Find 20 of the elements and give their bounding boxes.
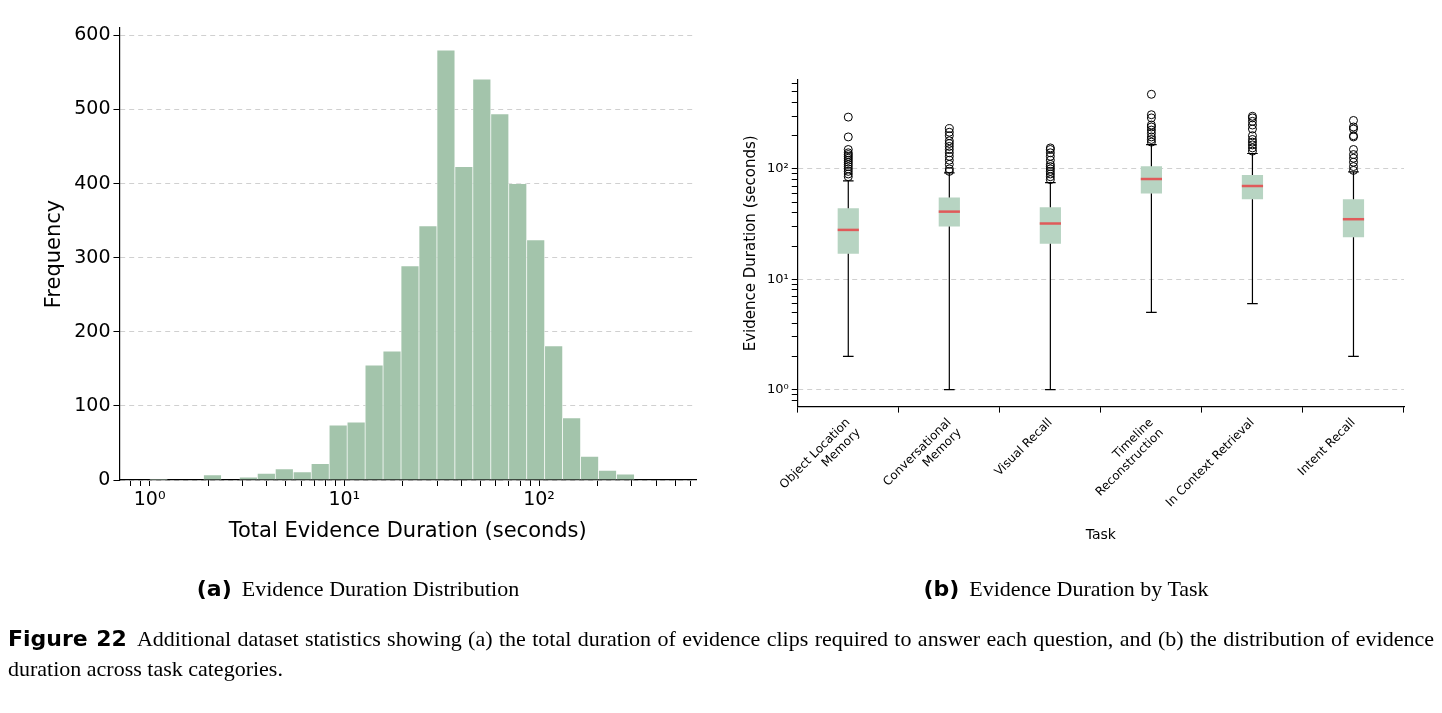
x-tick-label: 10¹ <box>328 487 361 510</box>
y-tick-label: 100 <box>74 392 111 415</box>
x-tick-label: 10² <box>523 487 555 510</box>
y-tick-label: 10² <box>766 160 789 176</box>
y-tick-label: 500 <box>74 96 111 119</box>
text: (b) Evidence Duration by Task <box>923 576 1209 601</box>
y-axis-title: Evidence Duration (seconds) <box>740 135 759 352</box>
x-axis-title: Task <box>1084 526 1117 543</box>
text: (a) Evidence Duration Distribution <box>196 576 520 601</box>
y-tick-label: 10⁰ <box>766 380 789 396</box>
y-tick-label: 10¹ <box>766 270 789 286</box>
y-tick-label: 0 <box>98 466 111 489</box>
x-axis-title: Total Evidence Duration (seconds) <box>227 517 587 542</box>
x-tick-label: 10⁰ <box>133 487 166 510</box>
y-tick-label: 300 <box>74 244 111 267</box>
y-tick-label: 600 <box>74 22 111 45</box>
y-tick-label: 200 <box>74 318 111 341</box>
y-axis-title: Frequency <box>41 199 66 309</box>
y-tick-label: 400 <box>74 170 111 193</box>
caption: Figure 22 Additional dataset statistics showing (a) the total duration of evidence clips required to answer each question, and (b) the distribution of evidence duration across task categories. <box>8 626 1434 681</box>
